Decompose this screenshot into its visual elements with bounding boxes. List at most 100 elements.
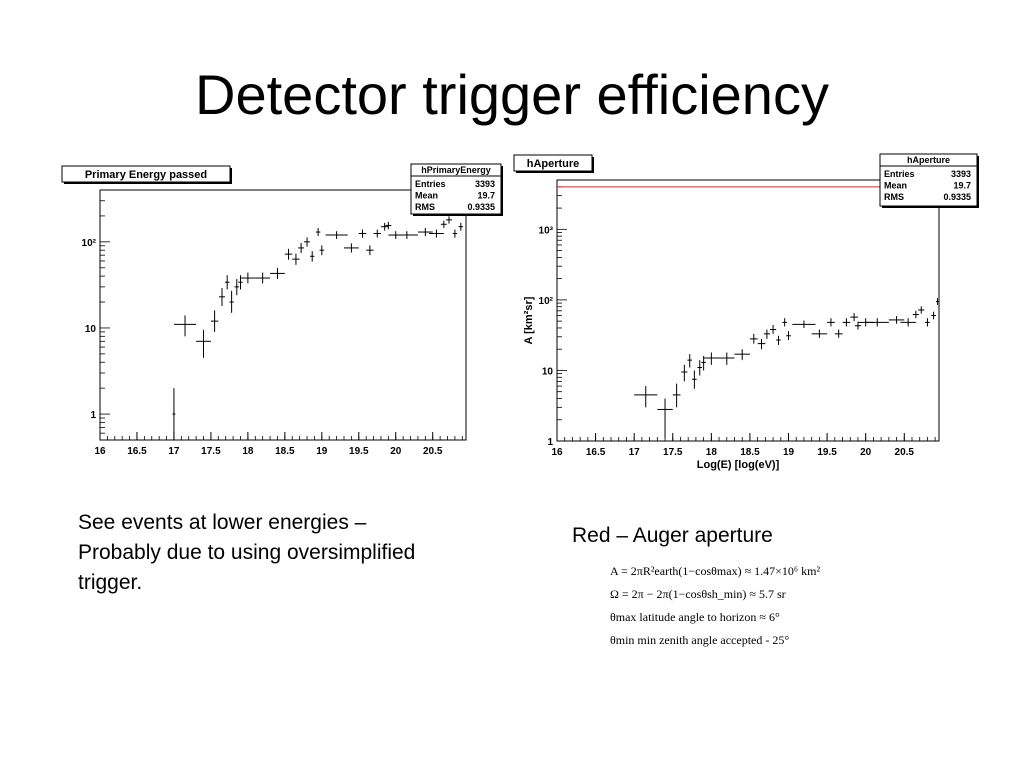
left-caption-line: trigger. — [78, 571, 143, 594]
data-point — [811, 329, 828, 338]
stats-name: hAperture — [907, 155, 950, 165]
data-point — [842, 318, 851, 327]
x-axis-label: Log(E) [log(eV)] — [697, 459, 780, 471]
plot-frame — [99, 189, 467, 441]
stats-box — [410, 163, 502, 215]
data-point — [172, 388, 176, 440]
data-point — [284, 248, 293, 260]
stats-value: 19.7 — [953, 181, 971, 191]
data-point — [373, 229, 381, 238]
data-point — [681, 364, 688, 382]
x-tick-label: 20 — [390, 446, 402, 457]
data-point — [749, 333, 758, 344]
data-point — [769, 325, 777, 334]
data-point — [854, 321, 862, 330]
solid-angle-formula: Ω = 2π − 2π(1−cosθsh_min) ≈ 5.7 sr — [610, 587, 786, 601]
x-tick-label: 16 — [94, 446, 106, 457]
data-point — [792, 320, 816, 328]
stats-value: 19.7 — [477, 191, 495, 201]
left-caption-line: Probably due to using oversimplified — [78, 541, 416, 564]
stats-key: RMS — [415, 202, 435, 212]
y-tick-label: 1 — [90, 410, 96, 421]
stats-name: hPrimaryEnergy — [421, 165, 491, 175]
x-tick-label: 18 — [706, 447, 718, 458]
data-point — [255, 272, 271, 284]
title-box — [513, 154, 593, 172]
x-tick-label: 18.5 — [740, 447, 760, 458]
y-axis-label: A [km²sr] — [523, 296, 535, 344]
data-point — [219, 288, 225, 306]
y-tick-label: 10³ — [539, 225, 554, 236]
x-tick-label: 18 — [242, 446, 254, 457]
stats-value: 3393 — [951, 169, 971, 179]
data-point — [672, 383, 681, 408]
x-tick-label: 17.5 — [663, 447, 683, 458]
data-point — [782, 318, 787, 327]
data-point — [931, 311, 936, 320]
data-point — [786, 331, 791, 341]
data-point — [827, 318, 835, 327]
stats-key: RMS — [884, 192, 904, 202]
left-caption-line: See events at lower energies – — [78, 511, 367, 534]
data-point — [234, 279, 240, 296]
chart-1: 16 16.5 17 17.5 18 18.5 19 19.5 20 20.5 1 10 10² 10³ h… — [513, 153, 979, 471]
data-point — [344, 243, 359, 253]
data-point — [210, 310, 219, 332]
data-point — [692, 370, 697, 389]
x-tick-label: 20.5 — [895, 447, 915, 458]
x-tick-label: 17.5 — [201, 446, 221, 457]
stats-box — [879, 153, 978, 207]
data-point — [270, 267, 285, 280]
stats-key: Entries — [884, 169, 915, 179]
data-point — [888, 316, 905, 324]
data-point — [834, 329, 843, 338]
y-tick-label: 10 — [542, 366, 554, 377]
data-point — [925, 318, 930, 327]
data-point — [173, 315, 197, 337]
data-point — [309, 251, 315, 262]
stats-key: Mean — [415, 191, 438, 201]
y-tick-label: 10 — [85, 324, 97, 335]
chart-title: hAperture — [527, 158, 580, 170]
data-point — [687, 354, 693, 368]
data-point — [446, 216, 452, 224]
y-tick-label: 10² — [82, 238, 97, 249]
chart-title: Primary Energy passed — [85, 169, 207, 181]
data-point — [763, 329, 770, 339]
slide-title: Detector trigger efficiency — [195, 63, 829, 126]
data-point — [385, 221, 392, 230]
stats-value: 3393 — [475, 179, 495, 189]
data-point — [240, 272, 256, 284]
x-tick-label: 19.5 — [817, 447, 837, 458]
data-point — [229, 290, 234, 313]
data-point — [734, 349, 750, 361]
data-point — [429, 229, 444, 238]
theta-max-definition: θmax latitude angle to horizon ≈ 6° — [610, 610, 780, 624]
x-tick-label: 17 — [168, 446, 180, 457]
x-tick-label: 16.5 — [127, 446, 147, 457]
x-tick-label: 20 — [860, 447, 872, 458]
y-tick-label: 10² — [539, 296, 554, 307]
plot-frame — [556, 179, 940, 442]
x-tick-label: 19 — [783, 447, 795, 458]
aperture-formula: A = 2πR²earth(1−cosθmax) ≈ 1.47×10⁶ km² — [610, 564, 821, 578]
data-point — [719, 352, 735, 365]
data-point — [319, 245, 325, 256]
stats-value: 0.9335 — [467, 202, 495, 212]
data-point — [417, 227, 433, 236]
x-tick-label: 20.5 — [423, 446, 443, 457]
data-point — [657, 398, 673, 439]
data-point — [224, 275, 230, 290]
formula-block: A = 2πR²earth(1−cosθmax) ≈ 1.47×10⁶ km² … — [610, 560, 820, 652]
data-point — [900, 318, 916, 327]
x-tick-label: 18.5 — [275, 446, 295, 457]
data-point — [440, 220, 447, 228]
right-caption: Red – Auger aperture — [572, 524, 773, 547]
x-tick-label: 16 — [551, 447, 563, 458]
left-caption: See events at lower energies – Probably … — [78, 508, 518, 598]
data-point — [196, 329, 211, 358]
data-point — [757, 338, 766, 350]
data-point — [325, 231, 348, 239]
data-point — [395, 231, 418, 239]
